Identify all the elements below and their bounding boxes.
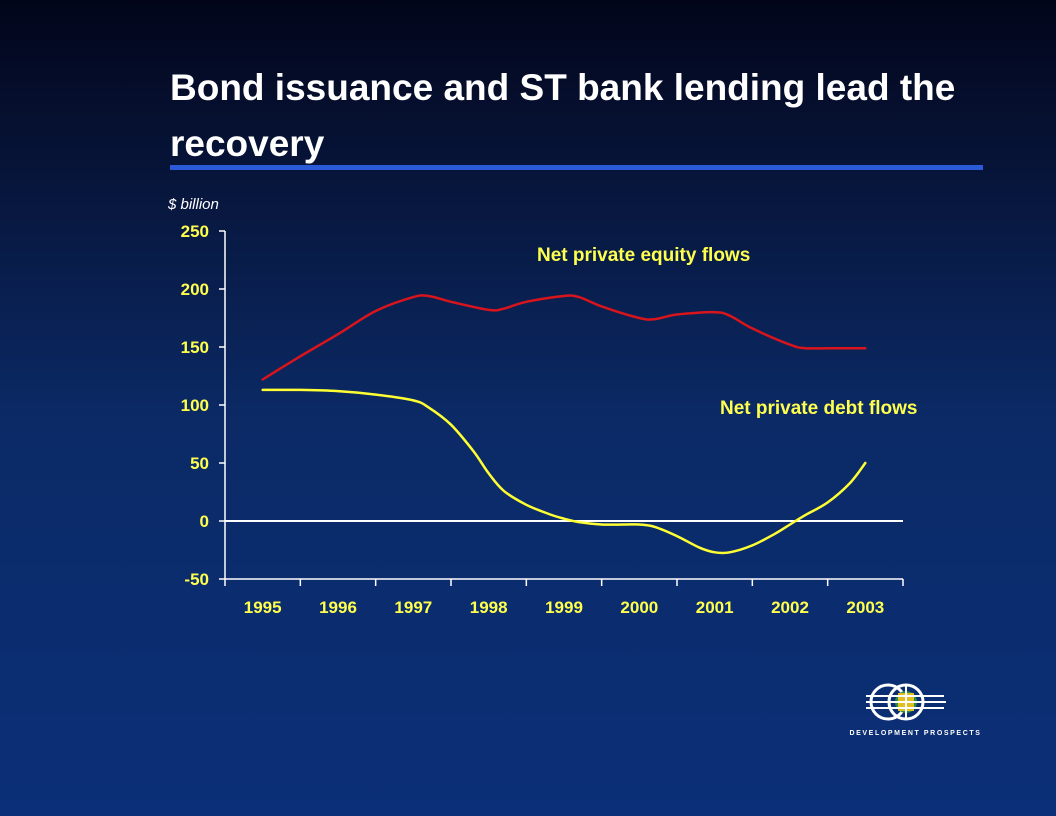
y-tick-label: 150 — [181, 338, 209, 357]
series-label-debt: Net private debt flows — [720, 398, 917, 419]
x-tick-label: 1998 — [470, 598, 508, 617]
x-tick-label: 2001 — [696, 598, 734, 617]
title-underline — [170, 165, 983, 170]
y-tick-label: 200 — [181, 280, 209, 299]
x-tick-label: 1996 — [319, 598, 357, 617]
x-tick-label: 1999 — [545, 598, 583, 617]
series-line-equity — [261, 294, 867, 381]
y-tick-label: 250 — [181, 222, 209, 241]
logo-text: DEVELOPMENT PROSPECTS — [849, 730, 982, 737]
series-line-debt — [261, 388, 867, 555]
chart-axes: 250 200 150 100 50 0 -50 1995 1996 1997 1998 1999 20… — [181, 222, 904, 617]
development-prospects-logo: DEVELOPMENT PROSPECTS — [848, 680, 983, 745]
slide-title: Bond issuance and ST bank lending lead t… — [170, 67, 956, 164]
y-tick-label: 100 — [181, 396, 209, 415]
y-tick-label: -50 — [184, 570, 209, 589]
series-label-equity: Net private equity flows — [537, 245, 750, 266]
y-axis-unit-label: $ billion — [167, 196, 219, 213]
x-tick-label: 1995 — [244, 598, 282, 617]
y-tick-label: 50 — [190, 454, 209, 473]
x-tick-label: 2000 — [620, 598, 658, 617]
chart-series — [261, 294, 867, 555]
y-tick-label: 0 — [200, 512, 209, 531]
x-tick-label: 2002 — [771, 598, 809, 617]
x-tick-label: 2003 — [846, 598, 884, 617]
globe-icon — [866, 683, 946, 721]
x-tick-label: 1997 — [394, 598, 432, 617]
